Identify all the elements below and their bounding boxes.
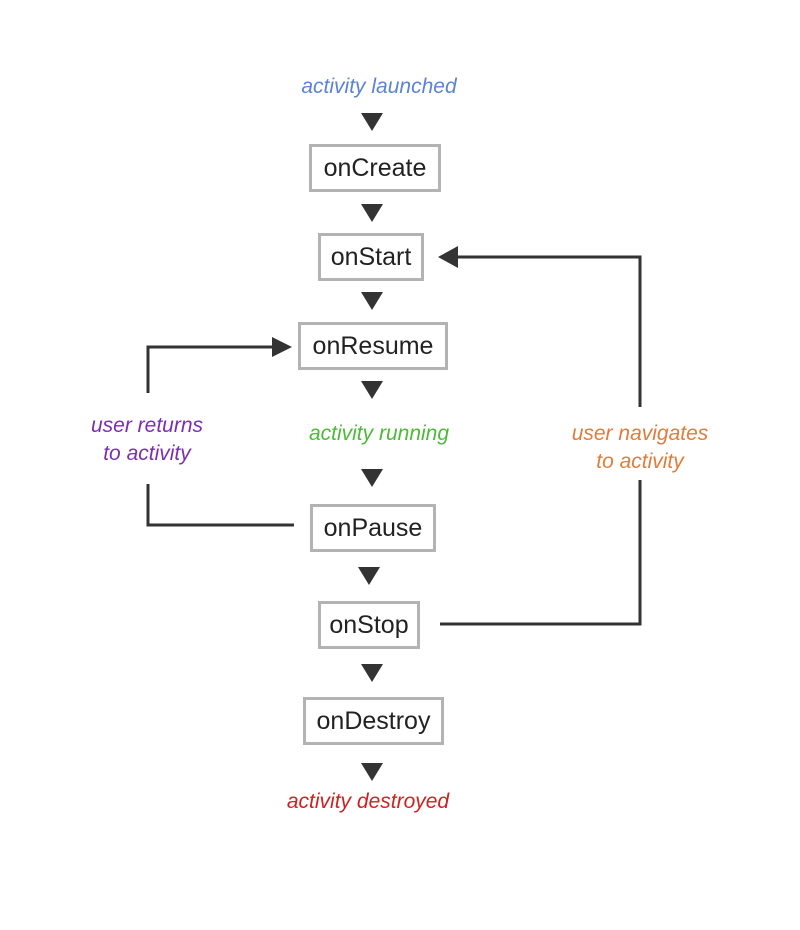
state-activity-running: activity running [308,422,450,445]
node-onpause: onPause [310,504,436,552]
state-activity-destroyed: activity destroyed [286,790,450,813]
arrow-running-to-onpause [361,469,383,487]
label-user-returns: user returns to activity [91,412,203,468]
node-onstart: onStart [318,233,424,281]
label-user-navigates-line-1: user navigates [571,422,709,445]
label-user-navigates-line-2: to activity [596,450,684,473]
node-ondestroy: onDestroy [303,697,444,745]
node-onstop: onStop [318,601,420,649]
arrow-onstart-to-onresume [361,292,383,310]
loop-user-returns-connector [146,337,294,527]
arrow-oncreate-to-onstart [361,204,383,222]
arrow-onpause-to-onstop [358,567,380,585]
arrow-into-onresume [272,337,292,357]
label-user-returns-line-2: to activity [103,442,191,465]
arrow-onstop-to-ondestroy [361,664,383,682]
arrow-into-onstart [438,246,458,268]
down-arrows [358,113,383,781]
arrow-ondestroy-to-destroyed [361,763,383,781]
arrow-launched-to-oncreate [361,113,383,131]
state-activity-launched: activity launched [301,75,457,98]
label-user-navigates: user navigates to activity [572,420,709,476]
node-onresume: onResume [298,322,448,370]
node-oncreate: onCreate [309,144,441,192]
label-user-returns-line-1: user returns [90,414,204,437]
loop-user-navigates-connector [438,246,642,626]
arrow-onresume-to-running [361,381,383,399]
